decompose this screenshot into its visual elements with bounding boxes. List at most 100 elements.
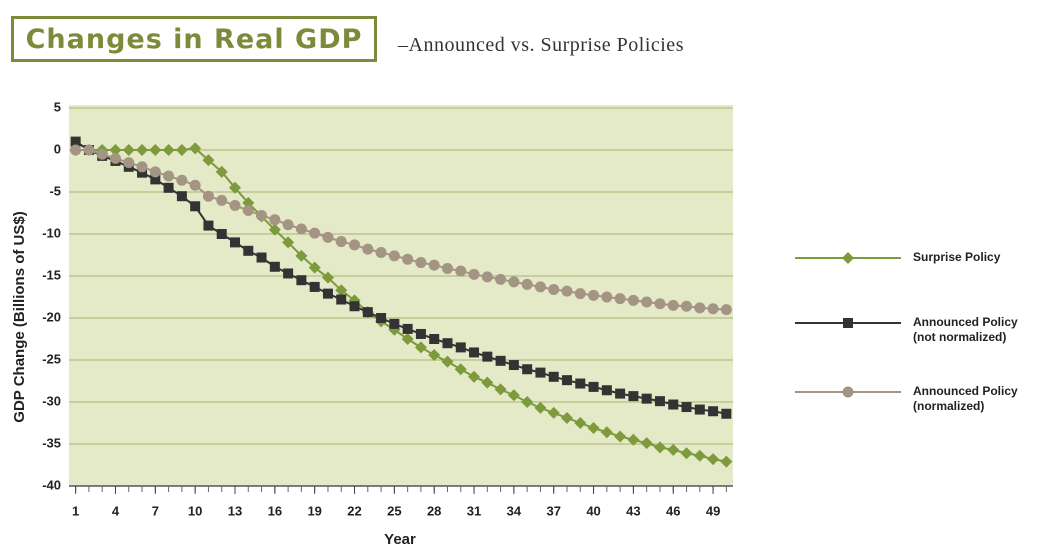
marker <box>389 318 400 329</box>
y-tick-label: -25 <box>42 351 61 366</box>
marker <box>428 348 441 361</box>
marker <box>295 249 308 262</box>
marker <box>269 261 280 272</box>
x-tick-label: 37 <box>546 503 560 518</box>
marker <box>216 229 227 239</box>
marker <box>667 443 680 456</box>
title-box: Changes in Real GDP <box>11 16 377 62</box>
marker <box>163 170 175 182</box>
marker <box>641 393 652 404</box>
marker <box>137 167 148 178</box>
marker <box>308 261 321 274</box>
marker <box>588 289 600 301</box>
marker <box>507 389 520 402</box>
marker <box>654 396 665 407</box>
marker <box>562 375 572 386</box>
legend-label: Announced Policy (normalized) <box>913 384 1018 413</box>
marker <box>680 447 693 460</box>
marker <box>481 376 494 389</box>
marker <box>521 396 534 408</box>
marker <box>388 250 400 262</box>
marker <box>415 257 427 269</box>
marker <box>362 307 373 318</box>
marker <box>641 296 653 308</box>
chart-subtitle: –Announced vs. Surprise Policies <box>398 34 684 56</box>
x-axis-label: Year <box>384 531 416 548</box>
legend-item: Announced Policy (not normalized) <box>795 315 1038 345</box>
marker <box>720 455 733 468</box>
marker <box>429 334 440 344</box>
marker <box>122 144 135 156</box>
marker <box>693 449 706 462</box>
y-tick-label: -30 <box>42 393 61 408</box>
marker <box>175 144 188 156</box>
marker <box>229 199 241 211</box>
x-tick-label: 31 <box>467 503 481 518</box>
marker <box>455 342 466 353</box>
marker <box>482 351 493 362</box>
marker <box>321 271 334 284</box>
marker <box>322 231 334 243</box>
marker <box>402 323 413 334</box>
marker <box>653 441 666 454</box>
marker <box>376 313 387 323</box>
marker <box>668 399 679 410</box>
legend-swatch <box>795 318 901 328</box>
y-tick-label: -5 <box>49 183 61 198</box>
marker <box>362 243 374 255</box>
legend-swatch <box>795 386 901 398</box>
x-tick-label: 16 <box>268 503 282 518</box>
marker <box>176 191 187 202</box>
marker <box>375 246 387 258</box>
y-axis-label: GDP Change (Billions of US$) <box>11 211 28 422</box>
marker <box>561 285 573 297</box>
marker <box>189 179 201 191</box>
y-tick-label: -35 <box>42 435 61 450</box>
marker <box>441 355 454 368</box>
marker <box>535 367 546 378</box>
marker <box>256 210 268 222</box>
marker <box>721 408 732 419</box>
marker <box>640 437 653 450</box>
marker <box>587 422 600 435</box>
x-tick-label: 7 <box>152 503 159 518</box>
legend-label: Announced Policy (not normalized) <box>913 315 1018 344</box>
marker <box>162 144 175 156</box>
y-tick-label: -10 <box>42 225 61 240</box>
marker <box>468 370 481 383</box>
marker <box>694 302 706 314</box>
marker <box>176 174 188 186</box>
marker <box>282 236 295 249</box>
marker <box>70 136 81 147</box>
x-tick-label: 49 <box>706 503 720 518</box>
x-tick-label: 43 <box>626 503 640 518</box>
marker <box>322 288 333 299</box>
marker <box>600 426 613 439</box>
marker <box>614 430 627 443</box>
x-tick-label: 46 <box>666 503 680 518</box>
marker <box>309 227 321 239</box>
legend-label: Surprise Policy <box>913 250 1001 264</box>
marker <box>349 239 361 251</box>
legend-marker <box>842 386 854 398</box>
marker <box>468 268 480 280</box>
y-tick-label: -40 <box>42 477 61 492</box>
marker <box>282 219 294 231</box>
marker <box>256 252 267 263</box>
marker <box>401 333 414 345</box>
marker <box>574 417 587 429</box>
marker <box>720 304 732 316</box>
marker <box>123 157 135 169</box>
marker <box>548 371 559 382</box>
x-tick-label: 28 <box>427 503 441 518</box>
legend-marker <box>843 318 853 328</box>
marker <box>481 271 493 283</box>
marker <box>615 388 626 399</box>
marker <box>149 166 161 178</box>
y-tick-label: 5 <box>54 99 61 114</box>
marker <box>136 144 149 156</box>
marker <box>521 278 533 290</box>
marker <box>229 181 241 194</box>
x-tick-label: 40 <box>586 503 600 518</box>
